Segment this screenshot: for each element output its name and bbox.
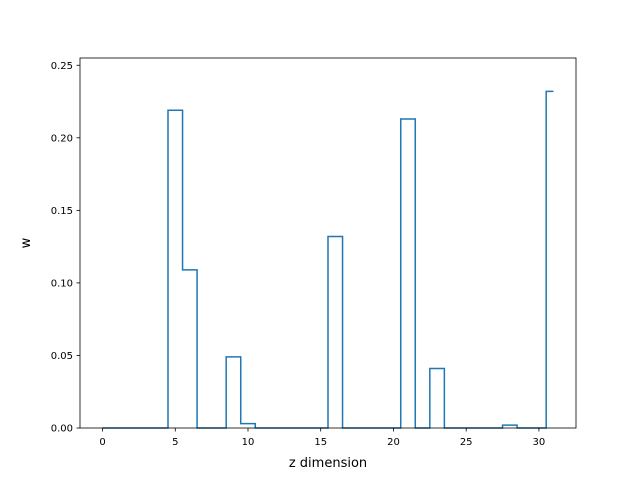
x-tick-label: 25 — [460, 437, 473, 448]
y-tick-label: 0.05 — [51, 351, 73, 362]
y-axis-ticks: 0.00 0.05 0.10 0.15 0.20 0.25 — [51, 61, 80, 435]
y-tick-label: 0.15 — [51, 206, 73, 217]
y-axis-label: w — [19, 237, 34, 248]
y-tick-label: 0.20 — [51, 133, 73, 144]
y-tick-label: 0.00 — [51, 424, 73, 435]
y-tick-label: 0.10 — [51, 279, 73, 290]
x-tick-label: 20 — [387, 437, 400, 448]
x-tick-label: 0 — [99, 437, 105, 448]
x-tick-label: 10 — [242, 437, 255, 448]
axes-frame — [79, 57, 577, 429]
x-tick-label: 5 — [172, 437, 178, 448]
y-tick-label: 0.25 — [51, 61, 73, 72]
x-axis-ticks: 0 5 10 15 20 25 30 — [99, 428, 545, 448]
x-axis-label: z dimension — [289, 456, 367, 471]
x-tick-label: 30 — [533, 437, 546, 448]
x-tick-label: 15 — [314, 437, 327, 448]
